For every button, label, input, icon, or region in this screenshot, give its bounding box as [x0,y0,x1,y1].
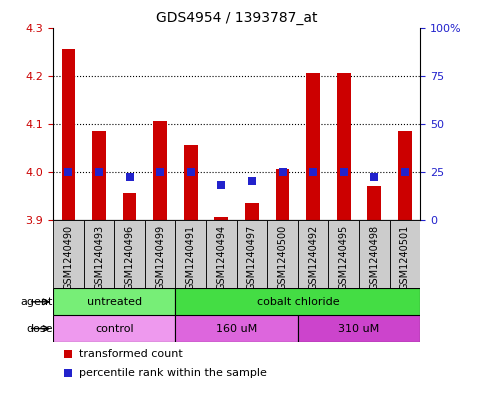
Bar [53,315,175,342]
Point [401,169,409,175]
Text: GSM1240499: GSM1240499 [155,225,165,290]
Point [95,169,103,175]
Text: GSM1240490: GSM1240490 [63,225,73,290]
Bar [245,203,259,220]
Point [217,182,225,188]
Bar [206,220,237,288]
Bar [298,220,328,288]
Bar [53,288,175,315]
Bar [237,220,267,288]
Bar [123,193,137,220]
Text: GSM1240495: GSM1240495 [339,225,349,290]
Bar [61,49,75,220]
Point [156,169,164,175]
Text: GSM1240501: GSM1240501 [400,225,410,290]
Bar [306,73,320,220]
Text: untreated: untreated [87,297,142,307]
Point [187,169,195,175]
Point [126,174,133,180]
Bar [184,145,198,220]
Point [64,351,71,357]
Text: GSM1240494: GSM1240494 [216,225,227,290]
Bar [153,121,167,220]
Bar [214,217,228,220]
Bar [84,220,114,288]
Title: GDS4954 / 1393787_at: GDS4954 / 1393787_at [156,11,317,25]
Text: GSM1240492: GSM1240492 [308,225,318,290]
Bar [145,220,175,288]
Bar [175,220,206,288]
Bar [390,220,420,288]
Text: percentile rank within the sample: percentile rank within the sample [79,368,267,378]
Bar [267,220,298,288]
Bar [92,131,106,220]
Point [248,178,256,184]
Text: 310 uM: 310 uM [339,323,380,334]
Point [309,169,317,175]
Point [64,370,71,376]
Text: GSM1240493: GSM1240493 [94,225,104,290]
Point [65,169,72,175]
Bar [276,169,289,220]
Bar [53,220,84,288]
Text: GSM1240491: GSM1240491 [186,225,196,290]
Text: GSM1240497: GSM1240497 [247,225,257,290]
Text: cobalt chloride: cobalt chloride [256,297,339,307]
Text: transformed count: transformed count [79,349,183,359]
Text: GSM1240500: GSM1240500 [278,225,287,290]
Point [340,169,348,175]
Text: dose: dose [27,323,53,334]
Bar [368,186,381,220]
Text: 160 uM: 160 uM [216,323,257,334]
Text: GSM1240498: GSM1240498 [369,225,379,290]
Bar [328,220,359,288]
Bar [175,288,420,315]
Point [370,174,378,180]
Point [279,169,286,175]
Text: control: control [95,323,134,334]
Text: GSM1240496: GSM1240496 [125,225,135,290]
Text: agent: agent [21,297,53,307]
Bar [298,315,420,342]
Bar [337,73,351,220]
Bar [114,220,145,288]
Bar [359,220,390,288]
Bar [398,131,412,220]
Bar [175,315,298,342]
